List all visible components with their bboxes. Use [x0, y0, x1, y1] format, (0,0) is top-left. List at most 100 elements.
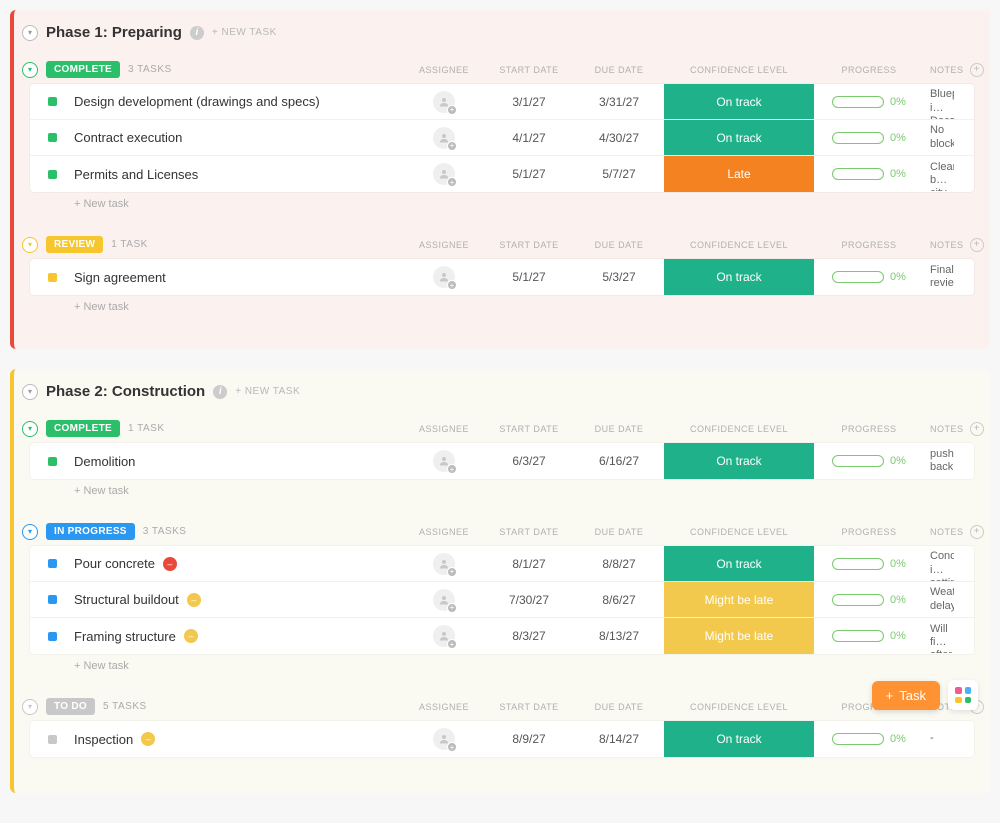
- task-row[interactable]: Inspection – + 8/9/27 8/14/27 On track 0…: [30, 721, 974, 757]
- progress-cell[interactable]: 0%: [814, 271, 924, 283]
- start-date[interactable]: 6/3/27: [484, 454, 574, 468]
- notes-text[interactable]: pushed back: [924, 444, 954, 478]
- task-row[interactable]: Sign agreement + 5/1/27 5/3/27 On track …: [30, 259, 974, 295]
- new-task-fab[interactable]: + Task: [872, 681, 940, 710]
- notes-text[interactable]: Blueprint in Docs View: [924, 84, 954, 118]
- task-row[interactable]: Demolition + 6/3/27 6/16/27 On track 0% …: [30, 443, 974, 479]
- assignee-avatar[interactable]: +: [433, 625, 455, 647]
- due-date[interactable]: 8/8/27: [574, 557, 664, 571]
- progress-cell[interactable]: 0%: [814, 96, 924, 108]
- progress-cell[interactable]: 0%: [814, 455, 924, 467]
- confidence-badge[interactable]: On track: [664, 546, 814, 581]
- add-assignee-icon[interactable]: +: [447, 742, 457, 752]
- confidence-badge[interactable]: On track: [664, 84, 814, 119]
- task-name[interactable]: Inspection –: [74, 732, 404, 747]
- assignee-avatar[interactable]: +: [433, 127, 455, 149]
- notes-text[interactable]: -: [924, 728, 954, 749]
- new-task-inline[interactable]: + New task: [74, 301, 974, 313]
- start-date[interactable]: 8/3/27: [484, 629, 574, 643]
- due-date[interactable]: 3/31/27: [574, 95, 664, 109]
- progress-cell[interactable]: 0%: [814, 733, 924, 745]
- due-date[interactable]: 6/16/27: [574, 454, 664, 468]
- add-column-icon[interactable]: +: [970, 63, 984, 77]
- notes-text[interactable]: Cleared by city: [924, 157, 954, 191]
- progress-cell[interactable]: 0%: [814, 168, 924, 180]
- add-assignee-icon[interactable]: +: [447, 464, 457, 474]
- add-assignee-icon[interactable]: +: [447, 141, 457, 151]
- task-row[interactable]: Structural buildout – + 7/30/27 8/6/27 M…: [30, 582, 974, 618]
- info-icon[interactable]: i: [213, 385, 227, 399]
- start-date[interactable]: 4/1/27: [484, 131, 574, 145]
- add-column-icon[interactable]: +: [970, 422, 984, 436]
- assignee-avatar[interactable]: +: [433, 589, 455, 611]
- assignee-avatar[interactable]: +: [433, 728, 455, 750]
- task-name[interactable]: Contract execution: [74, 130, 404, 145]
- status-badge[interactable]: TO DO: [46, 698, 95, 715]
- confidence-badge[interactable]: On track: [664, 721, 814, 757]
- due-date[interactable]: 8/14/27: [574, 732, 664, 746]
- task-row[interactable]: Permits and Licenses + 5/1/27 5/7/27 Lat…: [30, 156, 974, 192]
- assignee-avatar[interactable]: +: [433, 163, 455, 185]
- due-date[interactable]: 8/13/27: [574, 629, 664, 643]
- progress-cell[interactable]: 0%: [814, 558, 924, 570]
- phase-title[interactable]: Phase 1: Preparing: [46, 24, 182, 41]
- status-badge[interactable]: REVIEW: [46, 236, 103, 253]
- collapse-section-icon[interactable]: ▾: [22, 421, 38, 437]
- task-row[interactable]: Contract execution + 4/1/27 4/30/27 On t…: [30, 120, 974, 156]
- due-date[interactable]: 8/6/27: [574, 593, 664, 607]
- notes-text[interactable]: Final review: [924, 260, 954, 294]
- progress-cell[interactable]: 0%: [814, 132, 924, 144]
- start-date[interactable]: 5/1/27: [484, 270, 574, 284]
- status-badge[interactable]: IN PROGRESS: [46, 523, 135, 540]
- confidence-badge[interactable]: Might be late: [664, 582, 814, 617]
- start-date[interactable]: 7/30/27: [484, 593, 574, 607]
- task-name[interactable]: Framing structure –: [74, 629, 404, 644]
- new-task-inline[interactable]: + New task: [74, 485, 974, 497]
- add-assignee-icon[interactable]: +: [447, 639, 457, 649]
- start-date[interactable]: 5/1/27: [484, 167, 574, 181]
- confidence-badge[interactable]: Late: [664, 156, 814, 192]
- info-icon[interactable]: i: [190, 26, 204, 40]
- progress-cell[interactable]: 0%: [814, 630, 924, 642]
- start-date[interactable]: 8/1/27: [484, 557, 574, 571]
- confidence-badge[interactable]: On track: [664, 443, 814, 479]
- new-task-button[interactable]: + NEW TASK: [212, 27, 277, 38]
- notes-text[interactable]: No blockers: [924, 120, 954, 154]
- assignee-avatar[interactable]: +: [433, 266, 455, 288]
- add-assignee-icon[interactable]: +: [447, 177, 457, 187]
- status-badge[interactable]: COMPLETE: [46, 420, 120, 437]
- collapse-section-icon[interactable]: ▾: [22, 699, 38, 715]
- due-date[interactable]: 4/30/27: [574, 131, 664, 145]
- add-column-icon[interactable]: +: [970, 238, 984, 252]
- new-task-inline[interactable]: + New task: [74, 660, 974, 672]
- collapse-phase-icon[interactable]: ▾: [22, 384, 38, 400]
- notes-text[interactable]: Concrete is setting: [924, 546, 954, 580]
- task-name[interactable]: Permits and Licenses: [74, 167, 404, 182]
- notes-text[interactable]: Will finish after last suppl...: [924, 619, 954, 653]
- new-task-button[interactable]: + NEW TASK: [235, 386, 300, 397]
- add-assignee-icon[interactable]: +: [447, 603, 457, 613]
- assignee-avatar[interactable]: +: [433, 553, 455, 575]
- notes-text[interactable]: Weather delay: [924, 582, 954, 616]
- status-badge[interactable]: COMPLETE: [46, 61, 120, 78]
- collapse-section-icon[interactable]: ▾: [22, 62, 38, 78]
- assignee-avatar[interactable]: +: [433, 91, 455, 113]
- task-name[interactable]: Pour concrete –: [74, 556, 404, 571]
- task-name[interactable]: Structural buildout –: [74, 592, 404, 607]
- start-date[interactable]: 3/1/27: [484, 95, 574, 109]
- collapse-section-icon[interactable]: ▾: [22, 524, 38, 540]
- due-date[interactable]: 5/7/27: [574, 167, 664, 181]
- add-assignee-icon[interactable]: +: [447, 280, 457, 290]
- task-row[interactable]: Pour concrete – + 8/1/27 8/8/27 On track…: [30, 546, 974, 582]
- collapse-section-icon[interactable]: ▾: [22, 237, 38, 253]
- add-assignee-icon[interactable]: +: [447, 105, 457, 115]
- add-assignee-icon[interactable]: +: [447, 567, 457, 577]
- confidence-badge[interactable]: Might be late: [664, 618, 814, 654]
- apps-grid-button[interactable]: [948, 680, 978, 710]
- collapse-phase-icon[interactable]: ▾: [22, 25, 38, 41]
- task-name[interactable]: Demolition: [74, 454, 404, 469]
- add-column-icon[interactable]: +: [970, 525, 984, 539]
- confidence-badge[interactable]: On track: [664, 120, 814, 155]
- task-row[interactable]: Design development (drawings and specs) …: [30, 84, 974, 120]
- phase-title[interactable]: Phase 2: Construction: [46, 383, 205, 400]
